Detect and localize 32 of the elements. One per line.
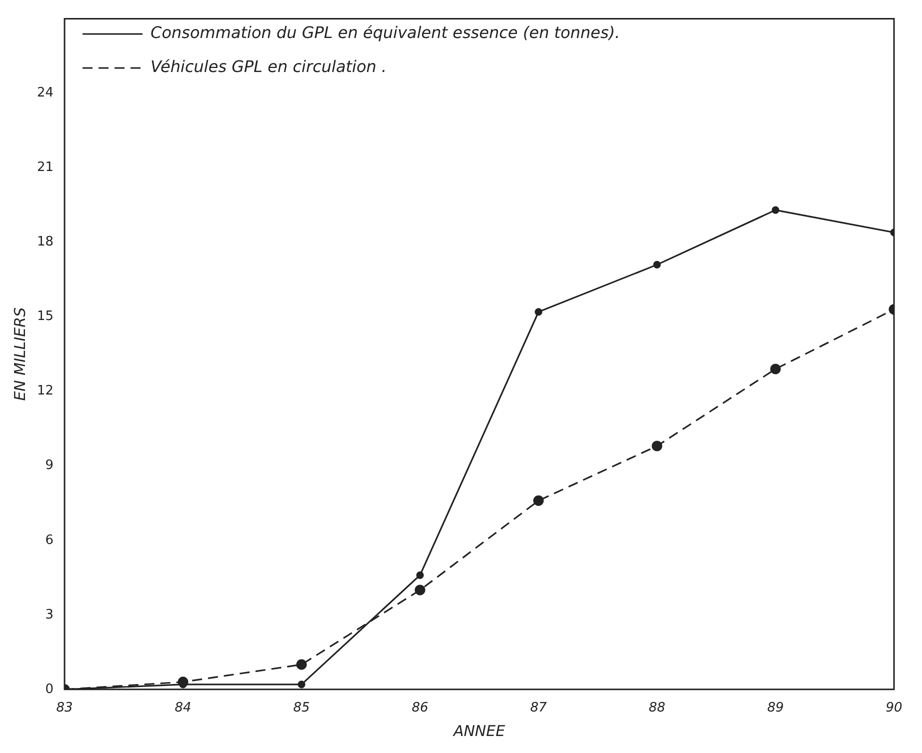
y-tick-label: 9: [45, 458, 54, 474]
x-tick-label: 88: [648, 700, 666, 716]
y-tick-label: 21: [36, 160, 54, 176]
point: [653, 260, 661, 268]
y-tick-label: 12: [36, 384, 54, 399]
x-tick-label: 85: [293, 700, 310, 716]
y-tick-label: 3: [45, 607, 54, 622]
x-tick-label: 89: [767, 700, 784, 716]
x-tick-label: 83: [56, 700, 73, 716]
y-tick-label: 0: [45, 682, 54, 697]
point: [414, 584, 426, 596]
point: [772, 206, 780, 214]
y-tick-label: 15: [36, 309, 54, 324]
y-tick-label: 6: [45, 532, 54, 548]
point: [534, 308, 542, 316]
point: [178, 676, 188, 688]
y-tick-label: 18: [36, 234, 54, 250]
point: [298, 680, 306, 688]
x-tick-label: 84: [174, 700, 192, 716]
y-tick-label: 24: [36, 86, 54, 101]
point: [296, 659, 307, 670]
legend-label: Consommation du GPL en équivalent essence (en tonnes).: [150, 23, 620, 42]
x-tick-label: 87: [530, 700, 548, 716]
point: [770, 364, 781, 374]
x-tick-label: 86: [412, 700, 428, 716]
y-axis-title: EN MILLIERS: [10, 306, 29, 401]
point: [416, 571, 424, 579]
point: [533, 495, 544, 506]
legend-label: Véhicules GPL en circulation .: [150, 57, 387, 76]
point: [652, 440, 662, 452]
x-tick-label: 90: [886, 700, 902, 716]
x-axis-title: ANNEE: [452, 722, 506, 740]
